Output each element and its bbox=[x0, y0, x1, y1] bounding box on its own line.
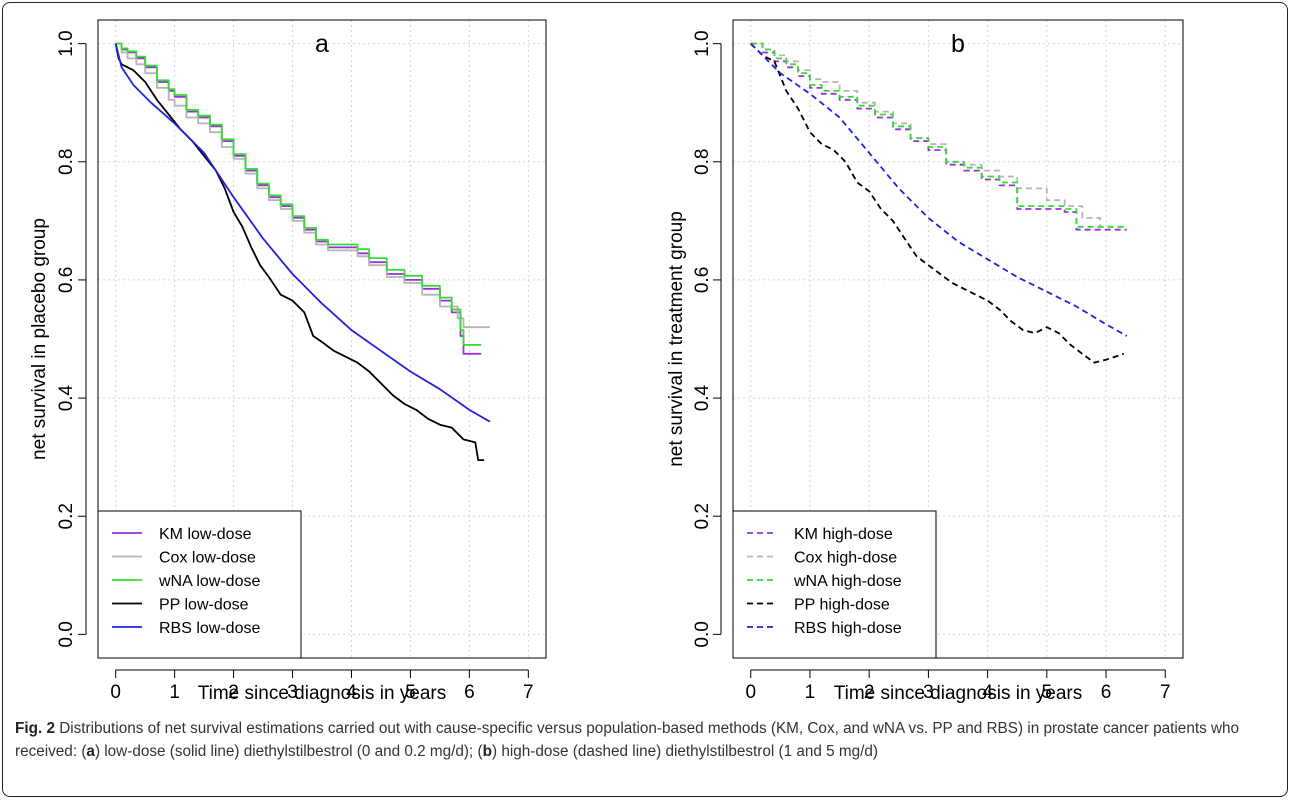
x-tick-label: 6 bbox=[1101, 682, 1112, 703]
x-tick-label: 4 bbox=[982, 682, 993, 703]
x-tick-label: 4 bbox=[346, 682, 357, 703]
legend-label: Cox high-dose bbox=[794, 550, 897, 567]
caption-text-2: ) low-dose (solid line) diethylstilbestr… bbox=[94, 742, 483, 760]
y-tick-label: 0.0 bbox=[692, 621, 713, 647]
y-tick-label: 0.6 bbox=[692, 267, 713, 293]
x-tick-label: 7 bbox=[523, 682, 534, 703]
legend-label: Cox low-dose bbox=[159, 550, 256, 567]
series-line bbox=[114, 43, 491, 423]
x-tick-label: 5 bbox=[1042, 682, 1053, 703]
legend-box bbox=[97, 510, 302, 659]
caption-bold-b: b bbox=[482, 742, 492, 760]
series-line bbox=[750, 42, 1128, 337]
legend-label: wNA high-dose bbox=[793, 573, 902, 590]
x-tick-label: 0 bbox=[745, 682, 756, 703]
y-tick-label: 0.2 bbox=[692, 503, 713, 529]
legend-label: PP low-dose bbox=[159, 597, 249, 614]
legend-label: KM high-dose bbox=[794, 526, 893, 543]
y-tick-label: 0.2 bbox=[56, 503, 77, 529]
y-axis-label: net survival in treatment group bbox=[666, 211, 687, 467]
caption-bold-a: a bbox=[86, 742, 95, 760]
legend-label: PP high-dose bbox=[794, 597, 890, 614]
series-line bbox=[114, 43, 485, 461]
x-tick-label: 3 bbox=[287, 682, 298, 703]
figure-caption: Fig. 2 Distributions of net survival est… bbox=[15, 718, 1275, 763]
x-tick-label: 2 bbox=[864, 682, 875, 703]
series-line bbox=[115, 42, 482, 346]
y-axis-label: net survival in placebo group bbox=[29, 218, 50, 460]
y-tick-label: 1.0 bbox=[692, 30, 713, 56]
x-axis-label: Time since diagnosis in years bbox=[834, 683, 1083, 704]
x-tick-label: 1 bbox=[169, 682, 180, 703]
figure-charts: 0 1 2 3 4 5 6 7 0.0 0.2 0.4 0.6 0.8 1.0 Time since dia… bbox=[29, 19, 1184, 704]
x-tick-label: 2 bbox=[228, 682, 239, 703]
legend-label: RBS low-dose bbox=[159, 620, 260, 637]
panel-a: 0 1 2 3 4 5 6 7 0.0 0.2 0.4 0.6 0.8 1.0 Time since dia… bbox=[29, 19, 547, 704]
panel-b: 0 1 2 3 4 5 6 7 0.0 0.2 0.4 0.6 0.8 1.0 Time since dia… bbox=[666, 19, 1184, 704]
series-line bbox=[750, 42, 1127, 228]
y-tick-label: 0.4 bbox=[692, 384, 713, 411]
x-tick-label: 3 bbox=[923, 682, 934, 703]
series-line bbox=[750, 42, 1125, 364]
x-tick-label: 7 bbox=[1160, 682, 1171, 703]
y-tick-label: 0.6 bbox=[56, 267, 77, 293]
panel-label: b bbox=[951, 30, 965, 58]
y-tick-label: 0.0 bbox=[56, 621, 77, 647]
caption-text-1: Distributions of net survival estimation… bbox=[15, 720, 1240, 760]
caption-fig-label: Fig. 2 bbox=[15, 720, 55, 737]
series-line bbox=[750, 42, 1127, 231]
panel-label: a bbox=[315, 30, 329, 58]
y-tick-label: 0.8 bbox=[692, 149, 713, 175]
x-tick-label: 1 bbox=[805, 682, 816, 703]
y-tick-label: 1.0 bbox=[56, 30, 77, 56]
x-axis-label: Time since diagnosis in years bbox=[198, 683, 447, 704]
series-line bbox=[750, 42, 1127, 228]
x-tick-label: 6 bbox=[464, 682, 475, 703]
legend-label: wNA low-dose bbox=[158, 573, 260, 590]
x-tick-label: 0 bbox=[110, 682, 121, 703]
plot-border bbox=[732, 19, 1184, 659]
x-tick-label: 5 bbox=[405, 682, 416, 703]
legend-box bbox=[732, 510, 937, 659]
legend-label: KM low-dose bbox=[159, 526, 252, 543]
legend-label: RBS high-dose bbox=[794, 620, 902, 637]
y-tick-label: 0.8 bbox=[56, 149, 77, 175]
y-tick-label: 0.4 bbox=[56, 384, 77, 411]
caption-text-3: ) high-dose (dashed line) diethylstilbes… bbox=[491, 742, 879, 760]
plot-border bbox=[97, 19, 547, 659]
